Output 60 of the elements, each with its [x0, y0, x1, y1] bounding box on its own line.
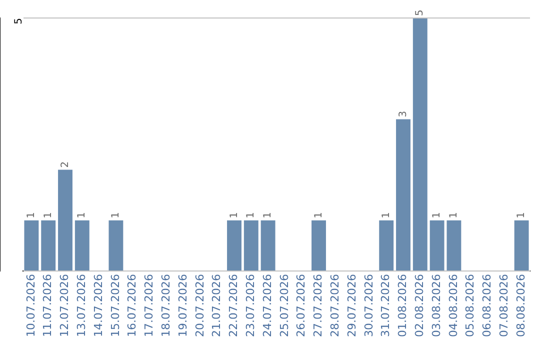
data-label: 1	[228, 212, 240, 218]
x-tick-label: 21.07.2026	[210, 274, 224, 338]
data-label: 1	[262, 212, 274, 218]
data-label: 3	[398, 110, 409, 118]
data-label: 1	[432, 212, 443, 218]
data-label: 1	[380, 212, 392, 218]
x-tick-label: 08.08.2026	[514, 274, 528, 338]
x-tick-label: 31.07.2026	[379, 274, 392, 338]
x-tick-label: 05.08.2026	[464, 274, 477, 338]
x-tick-label: 07.08.2026	[498, 274, 511, 338]
bar	[379, 220, 394, 271]
bar	[41, 220, 56, 271]
bar	[227, 220, 242, 271]
x-tick-label: 14.07.2026	[92, 274, 105, 338]
data-label: 1	[26, 212, 38, 218]
x-tick-label: 13.07.2026	[75, 274, 88, 338]
x-tick-label: 30.07.2026	[362, 274, 376, 338]
x-tick-label: 27.07.2026	[312, 274, 325, 338]
x-tick-label: 23.07.2026	[244, 274, 258, 338]
data-label: 1	[246, 212, 257, 218]
data-label: 1	[448, 212, 460, 218]
bar	[396, 119, 410, 271]
x-tick-label: 16.07.2026	[126, 274, 139, 338]
bar	[74, 220, 90, 271]
x-tick-label: 24.07.2026	[260, 274, 274, 338]
x-tick-label: 25.07.2026	[278, 274, 291, 338]
bar	[312, 220, 326, 271]
x-tick-label: 28.07.2026	[328, 274, 342, 338]
data-label: 2	[60, 161, 71, 168]
x-tick-label: 15.07.2026	[108, 274, 122, 338]
bar	[514, 220, 529, 271]
data-label: 1	[42, 212, 54, 218]
x-tick-label: 04.08.2026	[446, 274, 460, 338]
x-tick-label: 11.07.2026	[41, 274, 54, 338]
x-tick-label: 19.07.2026	[176, 274, 190, 338]
x-tick-label: 02.08.2026	[413, 274, 426, 338]
data-label: 1	[516, 212, 528, 218]
bar	[24, 220, 39, 271]
bar	[430, 220, 444, 271]
x-tick-label: 18.07.2026	[160, 274, 173, 338]
bar	[446, 220, 462, 271]
x-tick-label: 22.07.2026	[227, 274, 240, 338]
x-tick-label: 12.07.2026	[58, 274, 72, 338]
x-tick-label: 20.07.2026	[193, 274, 206, 338]
bar	[244, 220, 258, 271]
data-label: 5	[414, 10, 426, 16]
x-tick-label: 01.08.2026	[396, 274, 410, 338]
data-label: 1	[313, 212, 324, 218]
data-label: 1	[76, 212, 88, 218]
x-tick-label: 17.07.2026	[142, 274, 156, 338]
x-tick-label: 26.07.2026	[294, 274, 308, 338]
x-tick-label: 06.08.2026	[480, 274, 494, 338]
x-tick-label: 03.08.2026	[430, 274, 443, 338]
x-tick-label: 10.07.2026	[24, 274, 38, 338]
x-tick-label: 29.07.2026	[345, 274, 358, 338]
data-label: 1	[110, 212, 122, 218]
bar	[412, 18, 428, 271]
bar	[58, 170, 72, 271]
bar	[260, 220, 276, 271]
bar	[108, 220, 124, 271]
